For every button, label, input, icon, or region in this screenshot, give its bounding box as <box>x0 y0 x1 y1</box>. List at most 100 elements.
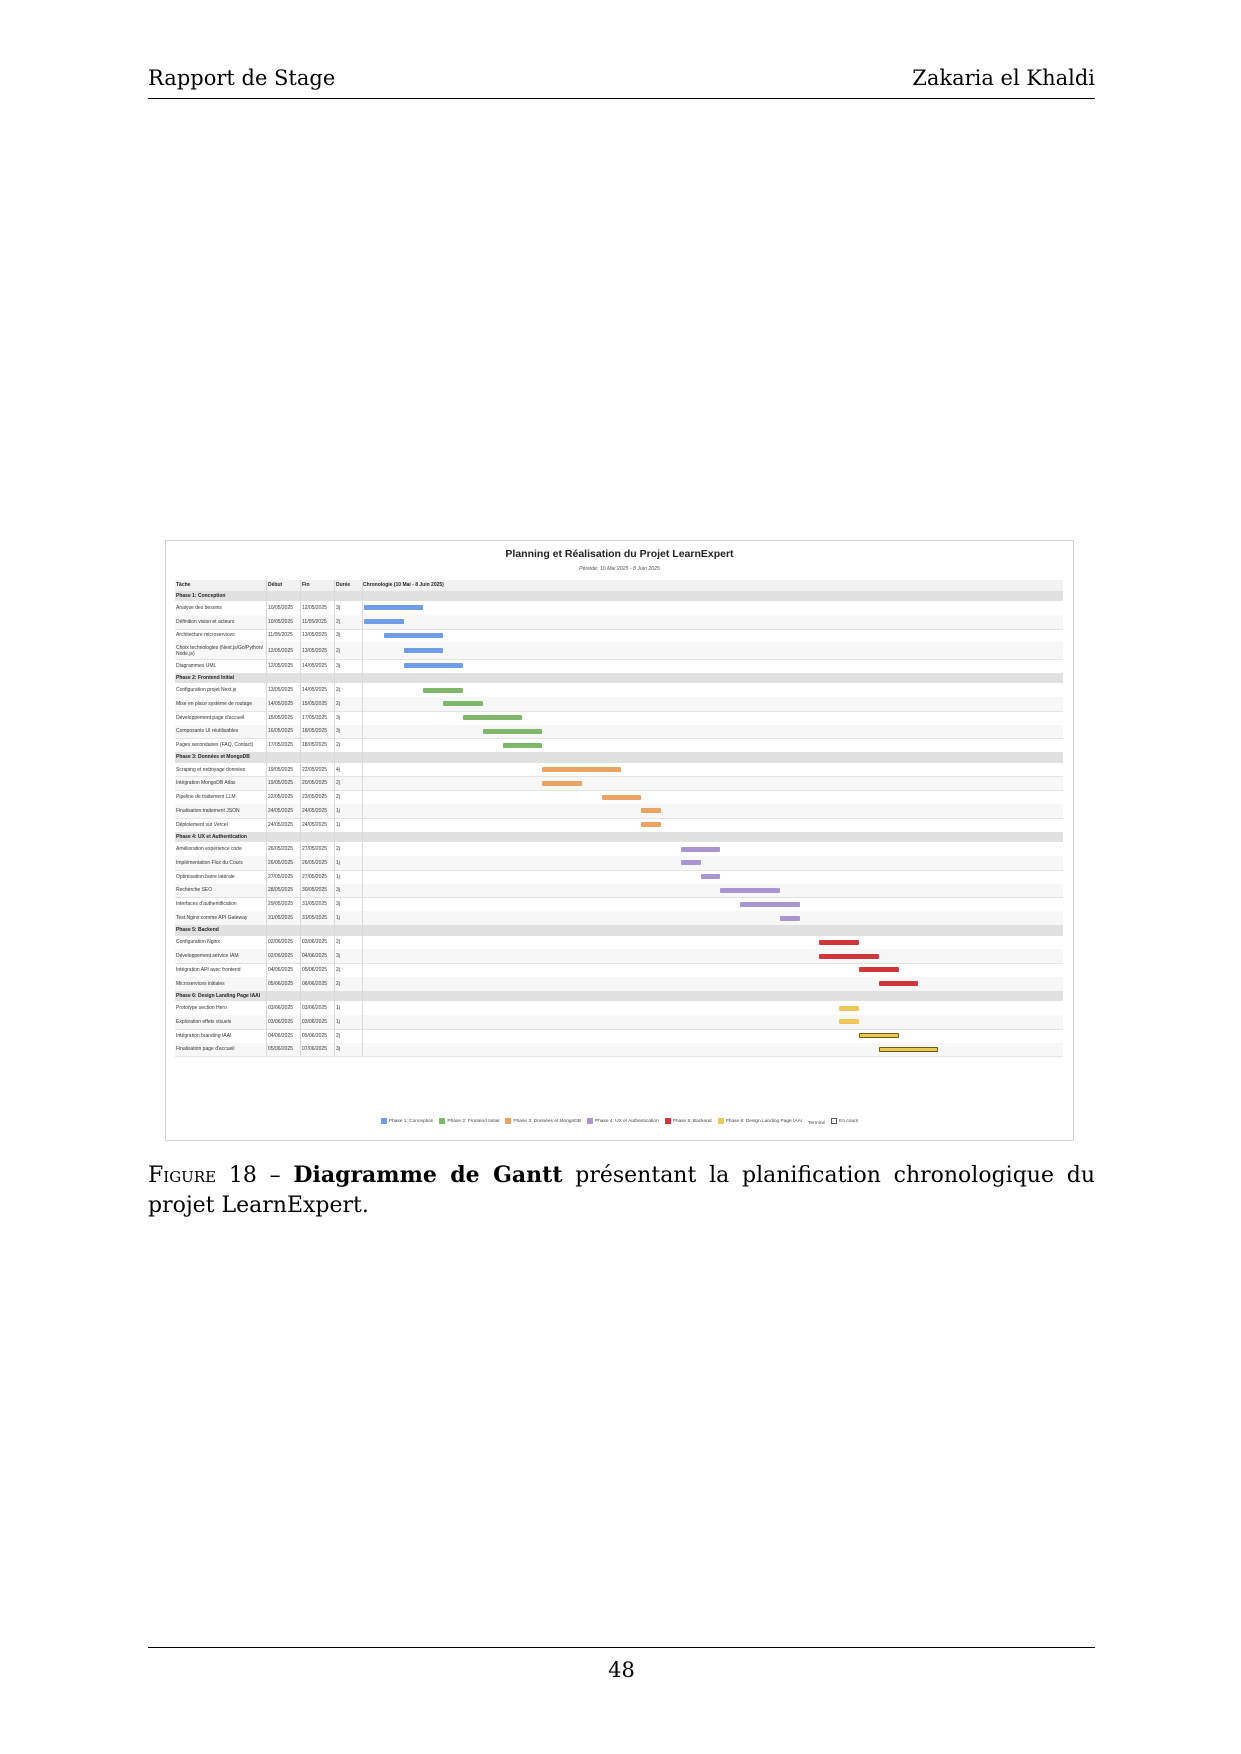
task-start-date: 15/05/2025 <box>268 714 294 721</box>
task-name: Configuration projet Next.js <box>176 687 237 694</box>
task-end-date: 22/05/2025 <box>302 766 328 773</box>
task-start-date: 24/05/2025 <box>268 807 294 814</box>
task-end-date: 24/05/2025 <box>302 821 328 828</box>
legend-label: Phase 2: Frontend Initial <box>447 1118 500 1124</box>
gantt-bar <box>542 767 622 773</box>
gantt-bar <box>720 887 780 893</box>
legend-label: Terminé <box>808 1121 826 1126</box>
task-start-date: 10/05/2025 <box>268 604 294 611</box>
task-row: Définition vision et acteurs 10/05/2025 11… <box>175 614 1063 630</box>
task-duration: 3j <box>336 604 340 611</box>
task-duration: 4j <box>336 766 340 773</box>
gantt-bar <box>463 715 523 721</box>
task-row: Développement service IAM 02/06/2025 04/06… <box>175 949 1063 965</box>
task-duration: 1j <box>336 859 340 866</box>
task-name: Recherche SEO <box>176 887 213 894</box>
task-end-date: 05/06/2025 <box>302 1032 328 1039</box>
task-name: Intégration branding IAAI <box>176 1032 232 1039</box>
task-start-date: 22/05/2025 <box>268 794 294 801</box>
task-row: Diagrammes UML 12/05/2025 14/05/2025 3j <box>175 659 1063 674</box>
task-end-date: 05/06/2025 <box>302 966 328 973</box>
task-name: Scraping et nettoyage données <box>176 766 246 773</box>
task-start-date: 28/05/2025 <box>268 887 294 894</box>
gantt-bar <box>641 808 661 814</box>
task-name: Optimisation barre latérale <box>176 873 235 880</box>
task-start-date: 14/05/2025 <box>268 700 294 707</box>
task-row: Intégration API avec frontend 04/06/2025 0… <box>175 963 1063 978</box>
column-header: Début <box>268 582 283 589</box>
task-row: Amélioration expérience code 26/05/2025 27… <box>175 842 1063 857</box>
phase-label: Phase 5: Backend <box>176 927 219 934</box>
task-start-date: 12/05/2025 <box>268 662 294 669</box>
task-start-date: 24/05/2025 <box>268 821 294 828</box>
legend-swatch <box>831 1118 838 1124</box>
header-author: Zakaria el Khaldi <box>912 66 1095 90</box>
footer-rule <box>148 1647 1095 1648</box>
task-duration: 3j <box>336 662 340 669</box>
task-duration: 2j <box>336 794 340 801</box>
legend-swatch <box>586 1118 593 1124</box>
task-end-date: 27/05/2025 <box>302 846 328 853</box>
gantt-bar <box>839 1005 859 1011</box>
task-start-date: 16/05/2025 <box>268 728 294 735</box>
gantt-bar <box>443 701 483 707</box>
task-duration: 2j <box>336 742 340 749</box>
caption-bold: Diagramme de Gantt <box>293 1162 563 1188</box>
task-duration: 1j <box>336 915 340 922</box>
task-start-date: 12/05/2025 <box>268 647 294 654</box>
gantt-bar <box>364 605 424 611</box>
task-name: Mise en place système de routage <box>176 700 253 707</box>
phase-row: Phase 4: UX et Authentication <box>175 831 1063 843</box>
legend-label: En cours <box>839 1118 859 1124</box>
task-name: Implémentation Flux du Cours <box>176 859 243 866</box>
task-end-date: 03/06/2025 <box>302 1005 328 1012</box>
task-row: Test Nginx comme API Gateway 31/05/2025 31… <box>175 911 1063 926</box>
task-end-date: 13/05/2025 <box>302 632 328 639</box>
gantt-bar <box>680 860 701 866</box>
task-name: Pipeline de traitement LLM <box>176 794 236 801</box>
column-separator <box>334 580 335 1057</box>
legend-item: Phase 1: Conception <box>380 1118 433 1124</box>
figure-caption: Figure 18 – Diagramme de Gantt présentan… <box>148 1160 1095 1221</box>
task-duration: 2j <box>336 1032 340 1039</box>
task-start-date: 05/06/2025 <box>268 1046 294 1053</box>
phase-row: Phase 6: Design Landing Page IAAI <box>175 990 1063 1002</box>
phase-label: Phase 2: Frontend Initial <box>176 674 235 681</box>
task-duration: 3j <box>336 1046 340 1053</box>
task-start-date: 03/06/2025 <box>268 1018 294 1025</box>
phase-row: Phase 5: Backend <box>175 925 1063 936</box>
task-end-date: 14/05/2025 <box>302 662 328 669</box>
legend-swatch <box>664 1118 671 1124</box>
column-header: Tâche <box>176 582 191 589</box>
task-start-date: 10/05/2025 <box>268 618 294 625</box>
legend-swatch <box>717 1118 724 1124</box>
task-end-date: 03/06/2025 <box>302 1018 328 1025</box>
phase-label: Phase 1: Conception <box>176 592 226 599</box>
task-start-date: 11/05/2025 <box>268 632 293 639</box>
task-end-date: 07/06/2025 <box>302 1046 328 1053</box>
gantt-bar <box>878 981 919 987</box>
legend-item: Phase 6: Design Landing Page IAAI <box>717 1118 802 1124</box>
task-name: Finalisation page d'accueil <box>176 1046 235 1053</box>
task-end-date: 14/05/2025 <box>302 687 328 694</box>
task-row: Mise en place système de routage 14/05/20… <box>175 697 1063 712</box>
gantt-subtitle: Période: 10 Mai 2025 - 8 Juin 2025 <box>579 566 660 572</box>
task-start-date: 26/05/2025 <box>268 859 294 866</box>
task-name: Configuration Nginx <box>176 939 220 946</box>
task-duration: 3j <box>336 887 340 894</box>
task-start-date: 04/06/2025 <box>268 966 294 973</box>
phase-row: Phase 1: Conception <box>175 590 1063 601</box>
task-start-date: 02/06/2025 <box>268 953 294 960</box>
task-row: Choix technologies (Next.js/Go/Python/ N… <box>175 642 1063 660</box>
legend-item: Phase 2: Frontend Initial <box>439 1118 499 1124</box>
legend-item: Terminé <box>808 1121 825 1126</box>
gantt-bar <box>641 822 661 828</box>
task-duration: 3j <box>336 632 340 639</box>
column-header: Durée <box>336 582 351 589</box>
task-row: Prototype section Hero 03/06/2025 03/06/20… <box>175 1001 1063 1016</box>
task-name: Déploiement sur Vercel <box>176 821 228 828</box>
column-separator <box>362 580 363 1057</box>
gantt-title: Planning et Réalisation du Projet LearnE… <box>505 548 734 560</box>
task-start-date: 26/05/2025 <box>268 846 294 853</box>
legend-label: Phase 3: Données et MongoDB <box>513 1118 581 1124</box>
